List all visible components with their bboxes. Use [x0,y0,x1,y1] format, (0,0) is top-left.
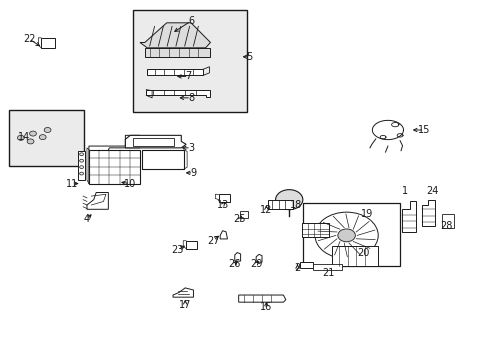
Text: 1: 1 [401,186,407,196]
Circle shape [337,229,355,242]
Circle shape [27,139,34,144]
Circle shape [275,190,302,210]
Text: 7: 7 [185,71,191,81]
Bar [239,211,248,218]
Polygon shape [146,90,210,97]
Text: 15: 15 [417,125,430,135]
Bar [9,111,84,166]
Bar [41,38,55,48]
Text: 27: 27 [207,236,219,246]
Text: 11: 11 [65,179,78,189]
Text: 3: 3 [187,143,194,153]
Text: 17: 17 [179,300,191,310]
Bar [302,223,328,237]
Text: 13: 13 [216,200,228,210]
Circle shape [80,166,83,168]
Polygon shape [256,254,262,262]
Text: 28: 28 [440,221,452,231]
Polygon shape [422,200,434,226]
Text: 22: 22 [23,34,35,44]
Circle shape [18,135,24,140]
Text: 26: 26 [228,259,241,269]
Polygon shape [220,231,227,239]
Bar [441,214,453,228]
Bar [219,194,229,202]
Text: 25: 25 [233,214,245,224]
Bar [312,264,341,270]
Text: 10: 10 [124,179,136,189]
Polygon shape [401,202,415,232]
Text: 8: 8 [187,93,194,103]
Text: 24: 24 [425,186,437,196]
Bar [186,241,197,249]
Text: 6: 6 [187,16,194,26]
Polygon shape [238,295,285,302]
Circle shape [80,153,83,156]
Polygon shape [89,135,140,184]
Bar [267,201,292,209]
Circle shape [44,127,51,132]
Bar [331,246,377,266]
Polygon shape [173,288,193,297]
Text: 9: 9 [190,168,196,178]
Polygon shape [144,48,210,57]
Text: 5: 5 [246,52,252,62]
Polygon shape [78,152,85,180]
Polygon shape [300,262,312,267]
Polygon shape [140,23,210,48]
Circle shape [80,172,83,175]
Bar [142,150,183,169]
Bar [89,150,140,184]
Bar [132,10,246,112]
Bar [302,203,399,266]
Text: 21: 21 [321,268,334,278]
Text: 18: 18 [290,200,302,210]
Text: 20: 20 [356,248,368,258]
Bar [132,138,174,146]
Text: 4: 4 [83,214,89,224]
Circle shape [39,135,46,140]
Text: 16: 16 [260,302,272,312]
Polygon shape [125,135,186,148]
Circle shape [314,212,377,258]
Polygon shape [234,252,240,261]
Text: 23: 23 [171,245,183,255]
Text: 12: 12 [260,205,272,215]
Text: 2: 2 [294,262,300,273]
Polygon shape [87,193,108,209]
Text: 19: 19 [361,209,373,219]
Polygon shape [147,69,203,75]
Circle shape [30,131,36,136]
Text: 14: 14 [18,132,30,142]
Circle shape [80,159,83,162]
Text: 29: 29 [249,259,262,269]
